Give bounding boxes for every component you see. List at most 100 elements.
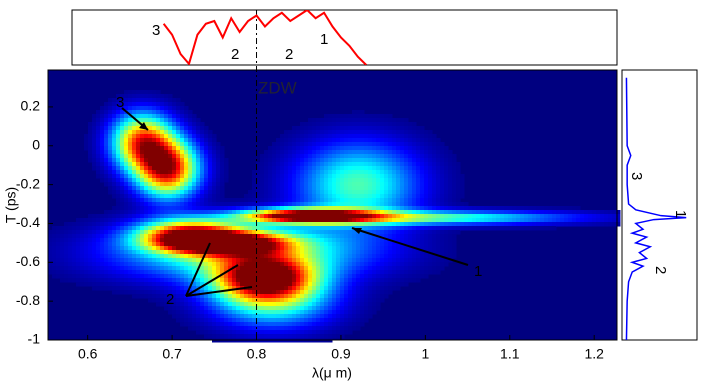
heat-cell <box>304 234 309 239</box>
heat-cell <box>152 90 157 95</box>
heat-cell <box>396 134 401 139</box>
heat-cell <box>420 210 425 215</box>
heat-cell <box>252 174 257 179</box>
heat-cell <box>352 202 357 207</box>
heat-cell <box>180 134 185 139</box>
heat-cell <box>208 210 213 215</box>
heat-cell <box>288 154 293 159</box>
heat-cell <box>156 162 161 167</box>
heat-cell <box>308 290 313 295</box>
heat-cell <box>540 222 545 227</box>
heat-cell <box>324 234 329 239</box>
heat-cell <box>372 178 377 183</box>
heat-cell <box>144 182 149 187</box>
heat-cell <box>252 286 257 291</box>
heat-cell <box>128 178 133 183</box>
heat-cell <box>228 334 233 339</box>
heat-cell <box>76 262 81 267</box>
heat-cell <box>388 146 393 151</box>
heat-cell <box>576 222 581 227</box>
heat-cell <box>300 262 305 267</box>
heat-cell <box>112 134 117 139</box>
heat-cell <box>212 302 217 307</box>
heat-cell <box>360 150 365 155</box>
heat-cell <box>140 214 145 219</box>
heat-cell <box>84 142 89 147</box>
heat-cell <box>488 206 493 211</box>
heat-cell <box>204 142 209 147</box>
heat-cell <box>364 162 369 167</box>
heat-cell <box>348 154 353 159</box>
heat-cell <box>196 142 201 147</box>
heat-cell <box>268 274 273 279</box>
heat-cell <box>56 266 61 271</box>
heat-cell <box>140 150 145 155</box>
heat-cell <box>364 242 369 247</box>
heat-cell <box>216 154 221 159</box>
heat-cell <box>164 262 169 267</box>
heat-cell <box>192 326 197 331</box>
heat-cell <box>176 318 181 323</box>
heat-cell <box>108 274 113 279</box>
heat-cell <box>324 266 329 271</box>
heat-cell <box>148 286 153 291</box>
heat-cell <box>196 318 201 323</box>
heat-cell <box>164 230 169 235</box>
heat-cell <box>332 322 337 327</box>
heat-cell <box>352 146 357 151</box>
heat-cell <box>72 238 77 243</box>
heat-cell <box>140 290 145 295</box>
heat-cell <box>408 226 413 231</box>
heat-cell <box>276 166 281 171</box>
heat-cell <box>396 122 401 127</box>
heat-cell <box>136 178 141 183</box>
heat-cell <box>332 314 337 319</box>
heat-cell <box>364 250 369 255</box>
heat-cell <box>300 158 305 163</box>
heat-cell <box>200 274 205 279</box>
heat-cell <box>124 126 129 131</box>
heat-cell <box>268 186 273 191</box>
heat-cell <box>336 234 341 239</box>
heat-cell <box>316 194 321 199</box>
heat-cell <box>260 262 265 267</box>
heat-cell <box>308 190 313 195</box>
heat-cell <box>156 110 161 115</box>
heat-cell <box>232 334 237 339</box>
heat-cell <box>136 90 141 95</box>
heat-cell <box>188 262 193 267</box>
heat-cell <box>96 278 101 283</box>
heat-cell <box>304 130 309 135</box>
heat-cell <box>508 206 513 211</box>
heat-cell <box>352 174 357 179</box>
heat-cell <box>428 206 433 211</box>
heat-cell <box>576 210 581 215</box>
heat-cell <box>188 114 193 119</box>
heat-cell <box>252 294 257 299</box>
heat-cell <box>352 166 357 171</box>
heat-cell <box>388 290 393 295</box>
heat-cell <box>344 138 349 143</box>
heat-cell <box>176 178 181 183</box>
heat-cell <box>520 214 525 219</box>
heat-cell <box>312 194 317 199</box>
heat-cell <box>136 242 141 247</box>
heat-cell <box>284 306 289 311</box>
heat-cell <box>440 158 445 163</box>
heat-cell <box>216 202 221 207</box>
heat-cell <box>412 198 417 203</box>
heat-cell <box>244 334 249 339</box>
heat-cell <box>116 198 121 203</box>
heat-cell <box>220 286 225 291</box>
heat-cell <box>296 310 301 315</box>
heat-cell <box>344 290 349 295</box>
heat-cell <box>196 198 201 203</box>
heat-cell <box>244 194 249 199</box>
heat-cell <box>180 162 185 167</box>
heat-cell <box>120 186 125 191</box>
heat-cell <box>420 274 425 279</box>
heat-cell <box>364 166 369 171</box>
heat-cell <box>424 150 429 155</box>
heat-cell <box>140 234 145 239</box>
heat-cell <box>232 310 237 315</box>
